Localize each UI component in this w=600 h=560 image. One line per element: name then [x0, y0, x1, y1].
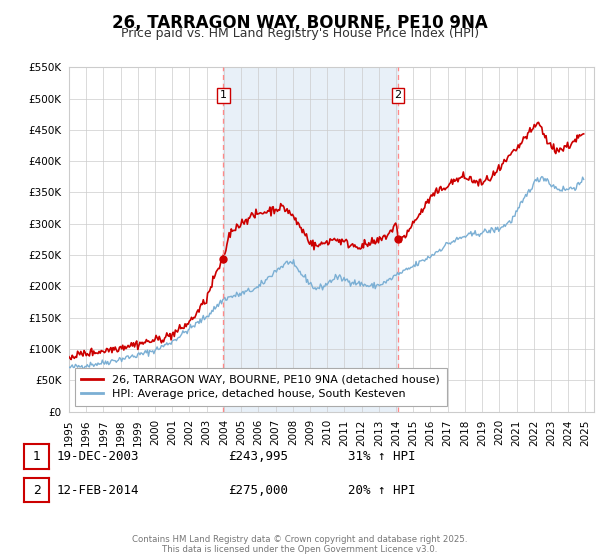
Text: £275,000: £275,000	[228, 483, 288, 497]
Text: Price paid vs. HM Land Registry's House Price Index (HPI): Price paid vs. HM Land Registry's House …	[121, 27, 479, 40]
Text: 2: 2	[395, 90, 401, 100]
Text: 1: 1	[220, 90, 227, 100]
Text: 1: 1	[32, 450, 41, 463]
Text: 2: 2	[32, 483, 41, 497]
Text: 20% ↑ HPI: 20% ↑ HPI	[348, 483, 415, 497]
Text: £243,995: £243,995	[228, 450, 288, 463]
Bar	[223, 67, 398, 412]
Text: 12-FEB-2014: 12-FEB-2014	[57, 483, 139, 497]
Text: 31% ↑ HPI: 31% ↑ HPI	[348, 450, 415, 463]
Text: 26, TARRAGON WAY, BOURNE, PE10 9NA: 26, TARRAGON WAY, BOURNE, PE10 9NA	[112, 14, 488, 32]
Text: Contains HM Land Registry data © Crown copyright and database right 2025.
This d: Contains HM Land Registry data © Crown c…	[132, 535, 468, 554]
Legend: 26, TARRAGON WAY, BOURNE, PE10 9NA (detached house), HPI: Average price, detache: 26, TARRAGON WAY, BOURNE, PE10 9NA (deta…	[74, 368, 447, 406]
Text: 19-DEC-2003: 19-DEC-2003	[57, 450, 139, 463]
